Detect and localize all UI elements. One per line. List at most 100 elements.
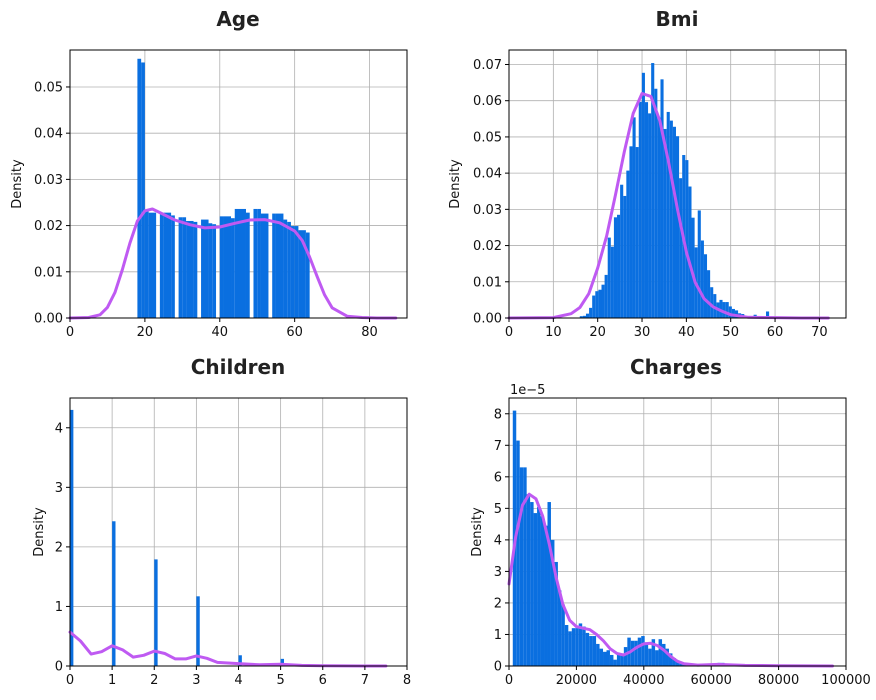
y-tick-label: 5 — [494, 502, 502, 517]
x-tick-label: 0 — [66, 325, 74, 340]
histogram-bar — [648, 113, 652, 318]
histogram-bar — [660, 79, 664, 318]
x-tick-label: 0 — [505, 673, 513, 688]
chart-title: Age — [216, 7, 259, 31]
histogram-bar — [634, 640, 638, 666]
y-axis-label: Density — [32, 507, 47, 557]
histogram-bar — [700, 240, 704, 318]
y-tick-label: 0.02 — [473, 239, 502, 254]
histogram-bar — [679, 178, 683, 318]
chart-title: Children — [191, 355, 286, 379]
x-tick-label: 30 — [634, 325, 651, 340]
y-tick-label: 0.01 — [34, 265, 63, 280]
histogram-bar — [601, 284, 605, 318]
age-subplot: Age Density 0 20 40 60 80 0.00 0.01 0.02 0.03 0.0… — [10, 7, 408, 340]
x-tick-label: 4 — [234, 673, 242, 688]
histogram-bar — [644, 642, 649, 666]
histogram-bar — [219, 216, 224, 318]
histogram-bar — [148, 212, 157, 318]
histogram-bar — [598, 289, 602, 318]
histogram-bar — [662, 643, 666, 666]
histogram-bar — [557, 590, 562, 666]
histogram-bar — [537, 506, 541, 666]
histogram-bar — [260, 213, 269, 318]
histogram-bar — [540, 516, 545, 666]
x-tick-label: 20000 — [556, 673, 597, 688]
histogram-bar — [658, 639, 663, 666]
histogram-bar — [648, 648, 652, 666]
histogram-bar — [651, 639, 656, 666]
x-tick-label: 1 — [108, 673, 116, 688]
histogram-bar — [630, 640, 635, 666]
histogram-bar — [679, 662, 683, 666]
histogram-bar — [637, 637, 642, 666]
y-axis-label: Density — [10, 159, 25, 209]
axes-frame — [508, 49, 847, 319]
histogram-bar — [186, 220, 194, 318]
histogram-bar — [675, 661, 680, 666]
kde-line — [68, 630, 388, 668]
histogram-bar — [171, 215, 175, 318]
histogram-bar — [707, 270, 711, 318]
y-tick-label: 0.04 — [473, 167, 502, 182]
x-tick-label: 100000 — [821, 673, 871, 688]
histogram-bar — [579, 316, 583, 318]
histogram-bar — [159, 213, 164, 318]
y-axis-label: Density — [448, 159, 463, 209]
histogram-bar — [688, 186, 692, 318]
histogram-bar — [620, 184, 624, 318]
histogram-bar — [731, 308, 735, 318]
histogram-bar — [663, 128, 667, 318]
histogram-bar — [607, 237, 611, 318]
x-tick-label: 60000 — [691, 673, 732, 688]
histogram-bar — [589, 307, 593, 318]
histogram-bar — [238, 655, 242, 666]
x-tick-label: 40 — [678, 325, 695, 340]
y-tick-label: 1 — [494, 628, 502, 643]
histogram-bar — [592, 636, 597, 666]
histogram-bar — [196, 596, 200, 666]
histogram-bar — [651, 63, 655, 318]
x-tick-label: 60 — [767, 325, 784, 340]
y-tick-label: 4 — [494, 533, 502, 548]
histogram-bar — [654, 88, 658, 319]
y-tick-label: 3 — [55, 481, 63, 496]
histogram-bar — [208, 223, 213, 318]
histogram-bar — [154, 559, 158, 666]
histogram-bar — [635, 147, 639, 318]
histogram-bar — [697, 210, 701, 318]
y-tick-label: 0 — [494, 660, 502, 675]
histogram-bar — [617, 214, 621, 318]
histogram-bar — [141, 62, 145, 318]
y-tick-label: 0.06 — [473, 94, 502, 109]
y-tick-label: 0.03 — [34, 173, 63, 188]
charges-subplot: Charges Density 1e−5 0 20000 40000 60000 800… — [470, 355, 871, 688]
histogram-bar — [632, 117, 636, 319]
histogram-bar — [766, 311, 770, 318]
x-tick-label: 40000 — [623, 673, 664, 688]
y-tick-label: 0.03 — [473, 203, 502, 218]
histogram-bar — [533, 513, 538, 666]
histogram-bar — [613, 659, 617, 666]
histogram-bar — [604, 274, 608, 318]
histogram-bar — [719, 299, 723, 318]
histogram-bar — [610, 246, 614, 318]
histogram-bar — [613, 217, 618, 318]
histogram-bar — [193, 221, 198, 318]
histogram-bar — [272, 213, 276, 318]
x-tick-label: 8 — [403, 673, 411, 688]
histogram-bar — [234, 208, 239, 318]
histogram-bar — [665, 648, 669, 666]
histogram-bar — [596, 643, 600, 666]
histogram-bar — [112, 521, 116, 666]
axes-frame — [508, 397, 847, 667]
y-tick-label: 0 — [55, 660, 63, 675]
kde-line — [507, 492, 834, 668]
y-tick-label: 3 — [494, 565, 502, 580]
x-tick-label: 50 — [722, 325, 739, 340]
histogram-bar — [722, 302, 726, 318]
histogram-bar — [523, 467, 527, 666]
histogram-bar — [657, 117, 661, 318]
x-tick-label: 0 — [505, 325, 513, 340]
histogram-bar — [223, 216, 232, 318]
